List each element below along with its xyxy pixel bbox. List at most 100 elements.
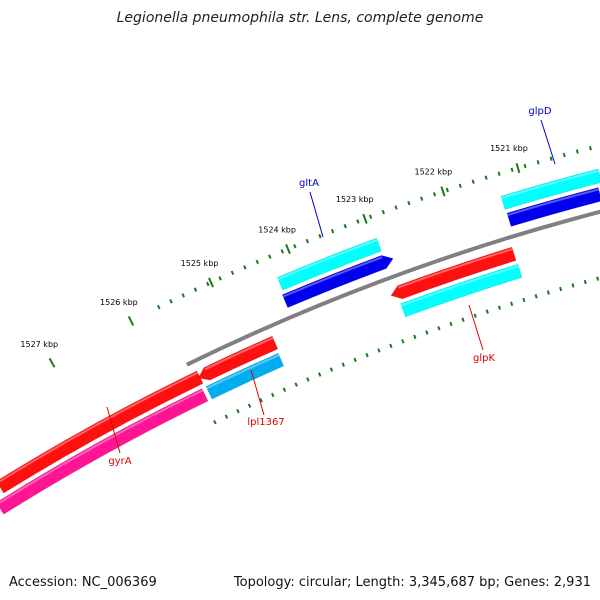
gene-lpl1367-highlight (204, 337, 274, 371)
backbone-arc (185, 209, 600, 367)
minor-tick (549, 156, 553, 161)
major-tick (127, 316, 135, 326)
minor-tick (353, 357, 357, 363)
major-tick (362, 213, 368, 224)
gene-glpK-highlight (397, 248, 513, 289)
minor-tick (356, 219, 360, 224)
gene-lpl1367-cds-highlight (206, 354, 280, 390)
minor-tick (413, 334, 417, 340)
tick-marks (48, 145, 600, 425)
minor-tick (449, 321, 453, 327)
minor-tick (571, 283, 575, 288)
minor-tick (156, 304, 161, 310)
minor-tick (247, 403, 252, 408)
genome-backbone (185, 209, 600, 367)
gene-glpK (390, 246, 517, 300)
minor-tick (341, 362, 345, 367)
minor-tick (330, 228, 335, 234)
gene-gyrA-cds (0, 388, 209, 515)
gene-glpD-cds-highlight (501, 169, 600, 200)
outer-tick-ring (156, 145, 592, 310)
minor-tick (588, 145, 592, 151)
gene-gyrA (0, 370, 204, 494)
minor-tick (485, 309, 489, 314)
gene-glpD-cds (500, 168, 600, 210)
tick-label: 1524 kbp (258, 225, 296, 234)
minor-tick (461, 317, 465, 322)
minor-tick (280, 249, 284, 254)
minor-tick (193, 287, 198, 292)
gene-gyrA-cds-highlight (0, 389, 204, 504)
major-tick (515, 163, 521, 174)
minor-tick (546, 290, 550, 295)
minor-tick (510, 167, 514, 173)
minor-tick (255, 259, 260, 265)
minor-tick (401, 339, 405, 344)
minor-tick (181, 293, 185, 298)
minor-tick (268, 254, 272, 259)
gene-label-glpK: glpK (473, 353, 495, 364)
label-leader-line (468, 304, 484, 351)
gene-gyrA-highlight (0, 371, 199, 483)
accession-label: Accession: NC_006369 (9, 575, 157, 590)
minor-tick (365, 352, 369, 358)
minor-tick (420, 196, 424, 201)
gene-label-gyrA: gyrA (108, 456, 131, 467)
minor-tick (473, 313, 477, 318)
gene-glpK-cds-highlight (400, 265, 519, 307)
minor-tick (293, 243, 297, 249)
minor-tick (343, 224, 347, 229)
major-tick (440, 186, 446, 197)
minor-tick (522, 297, 526, 303)
minor-tick (213, 419, 217, 425)
gene-label-glpD: glpD (528, 106, 551, 117)
minor-tick (445, 187, 449, 193)
tick-label: 1527 kbp (20, 340, 58, 349)
major-tick (285, 244, 291, 255)
minor-tick (243, 265, 247, 270)
minor-tick (536, 160, 540, 165)
gene-gltA-cds-highlight (277, 238, 378, 281)
gene-glpD (506, 187, 600, 227)
tick-label: 1525 kbp (181, 259, 219, 268)
gene-features (0, 168, 600, 515)
tick-label: 1526 kbp (100, 298, 138, 307)
minor-tick (575, 149, 579, 154)
topology-label: Topology: circular; Length: 3,345,687 bp… (233, 575, 591, 590)
minor-tick (510, 301, 514, 306)
gene-lpl1367 (197, 335, 279, 381)
minor-tick (259, 398, 263, 403)
minor-tick (407, 200, 411, 206)
tick-label: 1523 kbp (336, 195, 374, 204)
minor-tick (305, 238, 310, 244)
gene-label-lpl1367: lpl1367 (247, 417, 284, 428)
gene-glpD-highlight (507, 188, 599, 216)
gene-glpK-cds (400, 263, 523, 318)
minor-tick (583, 279, 587, 285)
minor-tick (458, 183, 462, 189)
minor-tick (425, 330, 429, 335)
minor-tick (389, 343, 393, 349)
gene-gltA-highlight (282, 256, 383, 298)
minor-tick (559, 286, 563, 292)
minor-tick (230, 270, 235, 276)
minor-tick (497, 171, 501, 176)
minor-tick (596, 276, 600, 281)
gene-lpl1367-cds (205, 352, 285, 400)
minor-tick (218, 276, 222, 281)
tick-label: 1521 kbp (490, 144, 528, 153)
tick-label: 1522 kbp (414, 167, 452, 176)
minor-tick (236, 408, 240, 414)
minor-tick (317, 372, 322, 377)
minor-tick (318, 233, 322, 239)
minor-tick (497, 305, 502, 310)
major-tick (48, 357, 56, 368)
labels: 1527 kbp 1526 kbp 1525 kbp 1524 kbp 1523 kbp… (20, 106, 556, 467)
minor-tick (381, 209, 385, 215)
minor-tick (224, 414, 229, 419)
inner-tick-ring (213, 276, 600, 425)
major-tick (208, 277, 214, 288)
minor-tick (169, 299, 173, 304)
minor-tick (562, 152, 566, 158)
